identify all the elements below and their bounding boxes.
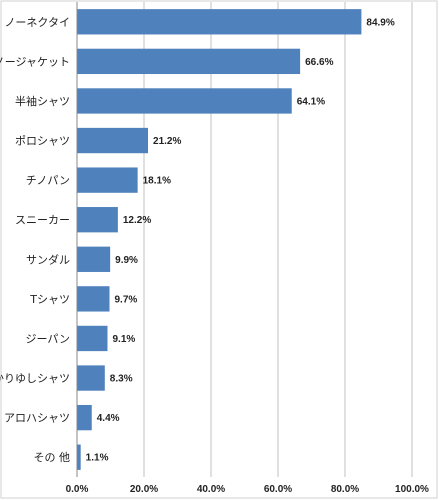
bar xyxy=(77,365,105,391)
bar xyxy=(77,444,81,470)
bar xyxy=(77,88,292,114)
data-label: 18.1% xyxy=(143,176,171,187)
category-label: Tシャツ xyxy=(29,293,70,306)
bar xyxy=(77,9,362,35)
category-label: ノージャケット xyxy=(0,55,70,68)
x-tick-label: 100.0% xyxy=(395,484,429,495)
category-label: ポロシャツ xyxy=(15,135,70,148)
category-label: ノーネクタイ xyxy=(4,16,70,29)
data-labels: 84.9% 66.6% 64.1% 21.2% 18.1% 12.2% 9.9% 9.7% 9.… xyxy=(86,17,395,463)
data-label: 64.1% xyxy=(297,96,325,107)
category-label: スニーカー xyxy=(15,214,70,227)
bar xyxy=(77,127,149,154)
x-tick-label: 80.0% xyxy=(331,484,359,495)
x-tick-label: 20.0% xyxy=(130,484,158,495)
bars xyxy=(77,9,362,470)
data-label: 9.7% xyxy=(114,294,137,305)
data-label: 66.6% xyxy=(305,57,333,68)
bar xyxy=(77,404,92,431)
category-label: アロハシャツ xyxy=(4,412,70,425)
category-label: その 他 xyxy=(34,451,71,464)
category-label: チノパン xyxy=(26,174,70,187)
category-label: サンダル xyxy=(26,252,70,266)
x-tick-label: 40.0% xyxy=(197,484,225,495)
data-label: 9.1% xyxy=(112,334,135,345)
data-label: 9.9% xyxy=(115,255,138,266)
bar xyxy=(77,286,110,312)
x-tick-labels: 0.0% 20.0% 40.0% 60.0% 80.0% 100.0% xyxy=(66,484,429,495)
data-label: 1.1% xyxy=(86,453,109,464)
bar xyxy=(77,48,301,75)
category-label: かりゆしシャツ xyxy=(0,372,70,385)
data-label: 21.2% xyxy=(153,136,181,147)
bar xyxy=(77,325,108,352)
x-tick-label: 60.0% xyxy=(264,484,292,495)
data-label: 12.2% xyxy=(123,215,151,226)
x-tick-label: 0.0% xyxy=(66,484,89,495)
bar xyxy=(77,207,118,233)
data-label: 4.4% xyxy=(97,413,120,424)
category-label: 半袖シャツ xyxy=(15,94,70,108)
data-label: 84.9% xyxy=(366,17,394,28)
gridlines xyxy=(143,2,413,477)
data-label: 8.3% xyxy=(110,374,133,385)
category-label: ジーパン xyxy=(26,332,70,345)
bar xyxy=(77,167,138,193)
bar xyxy=(77,246,111,272)
